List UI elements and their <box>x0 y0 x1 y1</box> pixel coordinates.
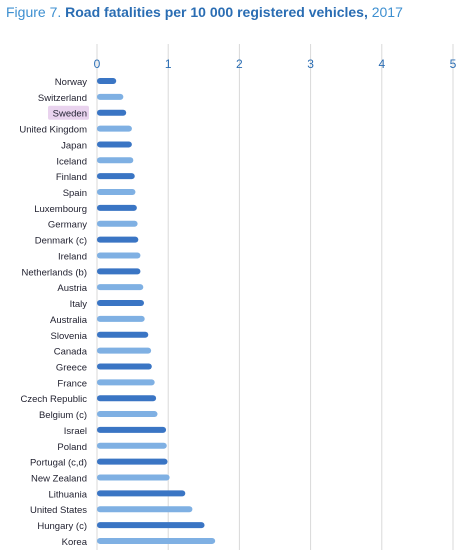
category-label: Czech Republic <box>20 394 87 405</box>
bar-iceland <box>97 157 134 164</box>
bar-poland <box>97 442 167 449</box>
bar-netherlands-b <box>97 268 141 275</box>
category-label: Korea <box>62 537 88 548</box>
x-tick-label: 2 <box>236 57 243 71</box>
category-label: Austria <box>57 283 87 294</box>
category-label: Lithuania <box>48 489 87 500</box>
figure-year: 2017 <box>371 4 403 20</box>
category-label: Norway <box>55 77 87 88</box>
category-label: Italy <box>70 299 88 310</box>
bar-japan <box>97 141 132 148</box>
category-label: Germany <box>48 220 87 231</box>
bar-switzerland <box>97 93 124 100</box>
category-label: Greece <box>56 362 87 373</box>
bar-norway <box>97 78 117 84</box>
bar-greece <box>97 363 152 370</box>
bar-slovenia <box>97 331 149 338</box>
bar-sweden <box>97 109 127 116</box>
x-tick-label: 1 <box>165 57 172 71</box>
bar-hungary-c <box>97 522 205 529</box>
x-tick-label: 5 <box>450 57 457 71</box>
bar-spain <box>97 189 136 196</box>
bar-ireland <box>97 252 141 259</box>
category-label: Australia <box>50 315 88 326</box>
bar-germany <box>97 220 138 227</box>
x-tick-label: 0 <box>94 57 101 71</box>
bar-finland <box>97 173 135 180</box>
bar-israel <box>97 426 167 433</box>
bar-belgium-c <box>97 411 158 418</box>
category-label: Denmark (c) <box>35 236 87 247</box>
category-label: Iceland <box>56 156 87 167</box>
bar-france <box>97 379 155 386</box>
bar-new-zealand <box>97 474 170 481</box>
category-label: Belgium (c) <box>39 410 87 421</box>
category-label: Portugal (c,d) <box>30 458 87 469</box>
category-label: Ireland <box>58 251 87 262</box>
bar-austria <box>97 284 144 291</box>
bar-italy <box>97 300 144 307</box>
bar-korea <box>97 537 216 544</box>
bar-australia <box>97 315 145 322</box>
category-label: Poland <box>57 442 87 453</box>
category-label: Netherlands (b) <box>22 267 87 278</box>
highlight-label-bg <box>48 105 89 120</box>
x-tick-label: 4 <box>378 57 385 71</box>
bar-denmark-c <box>97 236 139 243</box>
category-label: Switzerland <box>38 93 87 104</box>
figure-title-text: Road fatalities per 10 000 registered ve… <box>65 4 368 20</box>
category-label: Hungary (c) <box>37 521 87 532</box>
category-label: Spain <box>63 188 87 199</box>
category-label: Finland <box>56 172 87 183</box>
category-label: Japan <box>61 140 87 151</box>
figure-title: Figure 7. Road fatalities per 10 000 reg… <box>6 4 403 20</box>
category-label: France <box>57 378 87 389</box>
figure-label: Figure 7. <box>6 4 62 20</box>
category-label: United States <box>30 505 87 516</box>
x-tick-label: 3 <box>307 57 314 71</box>
bar-portugal-c-d <box>97 458 168 465</box>
category-label: Sweden <box>53 109 87 120</box>
bar-luxembourg <box>97 204 137 211</box>
category-label: Canada <box>54 347 88 358</box>
bar-united-states <box>97 506 193 513</box>
category-label: Luxembourg <box>34 204 87 215</box>
category-label: United Kingdom <box>19 125 87 136</box>
bar-united-kingdom <box>97 125 132 132</box>
bar-canada <box>97 347 152 354</box>
category-label: Slovenia <box>51 331 88 342</box>
bar-czech-republic <box>97 395 157 402</box>
category-label: Israel <box>64 426 87 437</box>
bar-lithuania <box>97 490 186 497</box>
category-label: New Zealand <box>31 474 87 485</box>
